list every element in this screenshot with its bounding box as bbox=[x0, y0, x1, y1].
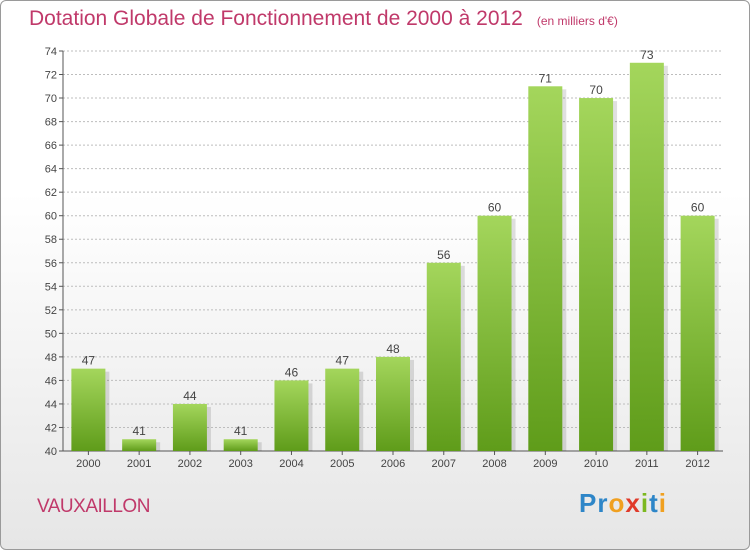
bar bbox=[579, 98, 614, 451]
x-tick-label: 2012 bbox=[685, 458, 709, 470]
y-tick-label: 64 bbox=[45, 164, 57, 176]
bar bbox=[71, 368, 106, 451]
x-tick-label: 2010 bbox=[584, 458, 608, 470]
data-label: 41 bbox=[132, 424, 146, 438]
x-tick-label: 2003 bbox=[228, 458, 252, 470]
x-tick-label: 2007 bbox=[432, 458, 456, 470]
y-tick-label: 60 bbox=[45, 211, 57, 223]
logo-letter: P bbox=[579, 488, 598, 518]
x-tick-label: 2005 bbox=[330, 458, 354, 470]
commune-name: VAUXAILLON bbox=[37, 496, 150, 517]
logo-letter: t bbox=[649, 488, 659, 518]
y-tick-label: 54 bbox=[45, 281, 57, 293]
data-label: 46 bbox=[285, 365, 299, 379]
logo-letter: i bbox=[658, 488, 667, 518]
chart-title: Dotation Globale de Fonctionnement de 20… bbox=[29, 7, 618, 31]
y-tick-label: 62 bbox=[45, 187, 57, 199]
data-label: 41 bbox=[234, 424, 248, 438]
y-tick-label: 58 bbox=[45, 234, 57, 246]
y-tick-label: 40 bbox=[45, 446, 57, 458]
y-tick-label: 50 bbox=[45, 328, 57, 340]
y-tick-label: 56 bbox=[45, 258, 57, 270]
x-tick-label: 2008 bbox=[482, 458, 506, 470]
logo-letter: i bbox=[640, 488, 650, 518]
data-label: 56 bbox=[437, 248, 451, 262]
y-tick-label: 72 bbox=[45, 70, 57, 82]
x-tick-label: 2011 bbox=[635, 458, 659, 470]
y-tick-label: 70 bbox=[45, 93, 57, 105]
bar bbox=[528, 86, 563, 451]
y-tick-label: 66 bbox=[45, 140, 57, 152]
y-tick-label: 44 bbox=[45, 399, 57, 411]
bar bbox=[426, 262, 461, 451]
logo-letter: x bbox=[625, 488, 641, 518]
bar bbox=[376, 356, 410, 451]
data-label: 60 bbox=[691, 201, 705, 215]
bar bbox=[122, 439, 157, 451]
y-tick-label: 46 bbox=[45, 375, 57, 387]
data-label: 73 bbox=[640, 48, 654, 62]
data-label: 71 bbox=[539, 71, 553, 85]
data-label: 47 bbox=[336, 354, 350, 368]
data-label: 60 bbox=[488, 201, 502, 215]
bar bbox=[325, 368, 360, 451]
y-tick-label: 42 bbox=[45, 422, 57, 434]
x-tick-label: 2000 bbox=[76, 458, 100, 470]
y-tick-label: 48 bbox=[45, 352, 57, 364]
chart-subtitle: (en milliers d'€) bbox=[536, 14, 618, 28]
y-tick-label: 74 bbox=[45, 46, 57, 58]
x-tick-label: 2001 bbox=[127, 458, 151, 470]
logo-letter: o bbox=[608, 488, 626, 518]
data-label: 70 bbox=[589, 83, 603, 97]
data-label: 47 bbox=[82, 354, 96, 368]
proxiti-logo: Proxiti bbox=[579, 488, 667, 519]
data-label: 44 bbox=[183, 389, 197, 403]
x-tick-label: 2006 bbox=[381, 458, 405, 470]
chart-title-text: Dotation Globale de Fonctionnement de 20… bbox=[29, 7, 523, 30]
logo-letter: r bbox=[597, 488, 609, 518]
bar bbox=[172, 403, 207, 451]
y-tick-label: 68 bbox=[45, 117, 57, 129]
y-tick-label: 52 bbox=[45, 305, 57, 317]
bar bbox=[680, 215, 715, 451]
x-tick-label: 2002 bbox=[178, 458, 202, 470]
bar bbox=[223, 439, 258, 451]
bar bbox=[477, 215, 512, 451]
x-tick-label: 2004 bbox=[279, 458, 303, 470]
data-label: 48 bbox=[386, 342, 400, 356]
x-tick-label: 2009 bbox=[533, 458, 557, 470]
bar bbox=[629, 62, 664, 451]
bar bbox=[274, 380, 309, 451]
